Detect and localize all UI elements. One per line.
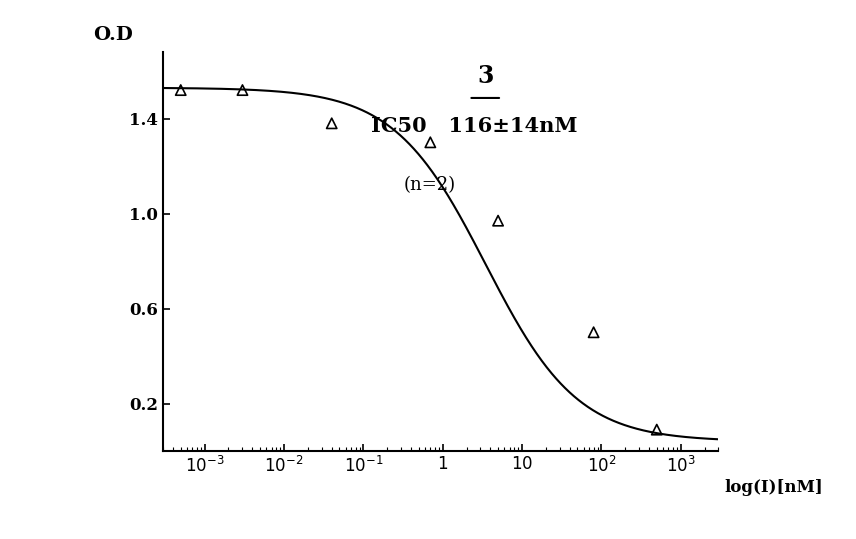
Point: [491, 216, 505, 225]
Text: IC50   116±14nM: IC50 116±14nM: [371, 116, 578, 136]
Point: [174, 86, 187, 94]
Point: [586, 328, 600, 336]
Point: [650, 425, 663, 434]
Point: [235, 86, 249, 94]
Text: O.D: O.D: [93, 26, 133, 44]
Text: log(I)[nM]: log(I)[nM]: [724, 479, 823, 496]
Point: [424, 138, 437, 147]
Text: 3: 3: [477, 64, 493, 88]
Point: [325, 119, 339, 128]
Text: (n=2): (n=2): [404, 176, 455, 194]
